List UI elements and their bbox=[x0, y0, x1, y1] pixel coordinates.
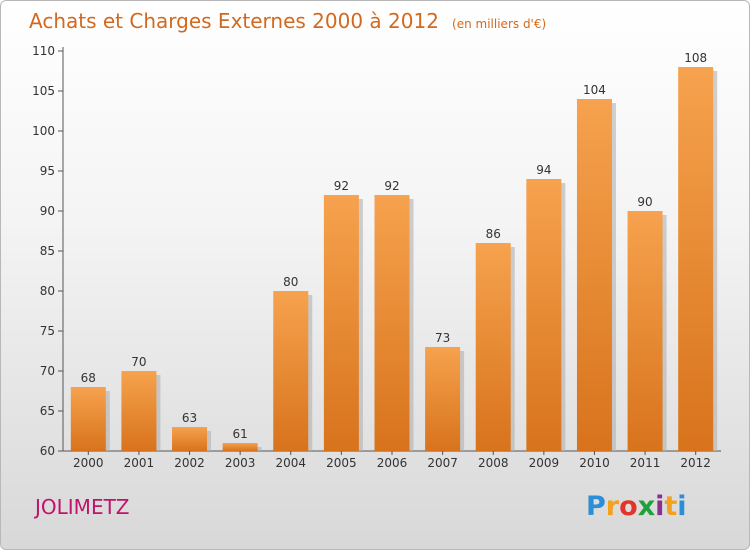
logo-letter: i bbox=[655, 491, 665, 522]
x-tick-label: 2012 bbox=[680, 456, 711, 470]
x-tick-label: 2000 bbox=[73, 456, 104, 470]
bar-value-label: 73 bbox=[435, 331, 450, 345]
bar-value-label: 61 bbox=[233, 427, 248, 441]
logo-letter: o bbox=[619, 491, 638, 522]
x-tick-label: 2009 bbox=[529, 456, 560, 470]
bar-value-label: 92 bbox=[384, 179, 399, 193]
chart-subtitle: (en milliers d'€) bbox=[452, 17, 547, 31]
bar bbox=[374, 195, 410, 451]
y-tick-label: 85 bbox=[40, 244, 55, 258]
logo-letter: t bbox=[664, 491, 678, 522]
x-tick-label: 2010 bbox=[579, 456, 610, 470]
bar bbox=[172, 427, 208, 451]
bar bbox=[627, 211, 663, 451]
bar-value-label: 63 bbox=[182, 411, 197, 425]
x-tick-label: 2003 bbox=[225, 456, 256, 470]
x-tick-label: 2008 bbox=[478, 456, 509, 470]
logo-letter: P bbox=[586, 491, 606, 522]
logo-letter: r bbox=[605, 491, 620, 522]
chart-title: Achats et Charges Externes 2000 à 2012 bbox=[29, 9, 439, 33]
bar bbox=[222, 443, 258, 451]
bar bbox=[70, 387, 106, 451]
x-tick-label: 2001 bbox=[124, 456, 155, 470]
x-tick-label: 2004 bbox=[275, 456, 306, 470]
y-tick-label: 70 bbox=[40, 364, 55, 378]
y-tick-label: 90 bbox=[40, 204, 55, 218]
x-tick-label: 2002 bbox=[174, 456, 205, 470]
y-tick-label: 110 bbox=[32, 44, 55, 58]
title-block: Achats et Charges Externes 2000 à 2012 (… bbox=[29, 9, 546, 33]
x-tick-label: 2005 bbox=[326, 456, 357, 470]
bar bbox=[475, 243, 511, 451]
logo-letter: i bbox=[677, 491, 687, 522]
x-tick-label: 2006 bbox=[377, 456, 408, 470]
bar-value-label: 94 bbox=[536, 163, 551, 177]
bar bbox=[273, 291, 309, 451]
y-tick-label: 75 bbox=[40, 324, 55, 338]
bar bbox=[678, 67, 714, 451]
y-tick-label: 80 bbox=[40, 284, 55, 298]
bar-value-label: 90 bbox=[637, 195, 652, 209]
commune-name: JOLIMETZ bbox=[35, 495, 130, 519]
y-tick-label: 100 bbox=[32, 124, 55, 138]
x-tick-label: 2007 bbox=[427, 456, 458, 470]
x-tick-label: 2011 bbox=[630, 456, 661, 470]
logo-letter: x bbox=[637, 491, 656, 522]
bar-value-label: 86 bbox=[486, 227, 501, 241]
bar bbox=[576, 99, 612, 451]
bar-value-label: 92 bbox=[334, 179, 349, 193]
proxiti-logo: Proxiti bbox=[586, 491, 687, 522]
bar-value-label: 104 bbox=[583, 83, 606, 97]
y-tick-label: 60 bbox=[40, 444, 55, 458]
y-tick-label: 65 bbox=[40, 404, 55, 418]
bar-value-label: 70 bbox=[131, 355, 146, 369]
bar bbox=[121, 371, 157, 451]
bar-value-label: 68 bbox=[81, 371, 96, 385]
y-tick-label: 95 bbox=[40, 164, 55, 178]
bar-value-label: 80 bbox=[283, 275, 298, 289]
y-tick-label: 105 bbox=[32, 84, 55, 98]
bar bbox=[425, 347, 461, 451]
bar-value-label: 108 bbox=[684, 51, 707, 65]
bar bbox=[526, 179, 562, 451]
bar bbox=[323, 195, 359, 451]
